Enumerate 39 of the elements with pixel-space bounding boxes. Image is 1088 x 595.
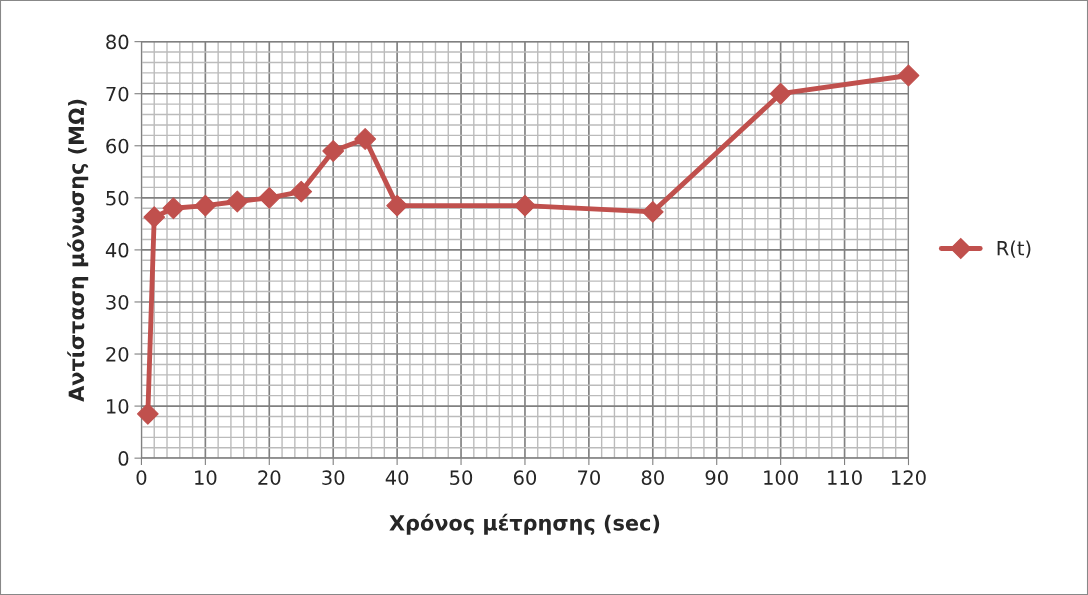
point — [143, 206, 166, 228]
point — [514, 194, 536, 217]
legend-label: R(t) — [997, 240, 1031, 258]
point — [226, 190, 249, 213]
x-tick-label: 100 — [764, 470, 798, 486]
x-tick-label: 60 — [513, 470, 537, 486]
point — [386, 194, 409, 217]
x-tick-label: 20 — [258, 470, 281, 486]
x-tick-label: 120 — [892, 470, 926, 486]
point — [897, 64, 920, 87]
point — [641, 201, 664, 223]
y-tick-label: 70 — [106, 86, 129, 102]
x-tick-label: 80 — [641, 470, 664, 486]
point — [769, 82, 792, 105]
x-tick-label: 110 — [828, 470, 862, 486]
x-axis-title: Χρόνος μέτρησης (sec) — [389, 513, 660, 535]
point — [258, 186, 281, 209]
x-tick-label: 90 — [705, 470, 728, 486]
y-tick-label: 60 — [106, 138, 129, 154]
y-tick-label: 40 — [105, 242, 129, 258]
y-tick-label: 30 — [106, 294, 129, 310]
point — [162, 197, 185, 220]
x-tick-label: 10 — [195, 470, 217, 486]
x-tick-label: 50 — [450, 470, 473, 486]
x-tick-label: 70 — [578, 470, 600, 486]
y-tick-label: 0 — [118, 451, 129, 466]
point — [322, 140, 345, 162]
point — [354, 128, 377, 150]
y-tick-label: 80 — [106, 34, 129, 50]
y-axis-title: Αντίσταση μόνωσης (MΩ) — [67, 99, 89, 402]
point — [194, 194, 217, 217]
y-tick-label: 50 — [106, 190, 129, 206]
x-tick-label: 0 — [136, 470, 147, 486]
point — [290, 180, 313, 203]
x-tick-label: 40 — [385, 470, 409, 486]
y-tick-label: 10 — [107, 399, 129, 414]
point — [136, 403, 159, 425]
x-tick-label: 30 — [322, 470, 345, 486]
y-tick-label: 20 — [106, 346, 129, 362]
